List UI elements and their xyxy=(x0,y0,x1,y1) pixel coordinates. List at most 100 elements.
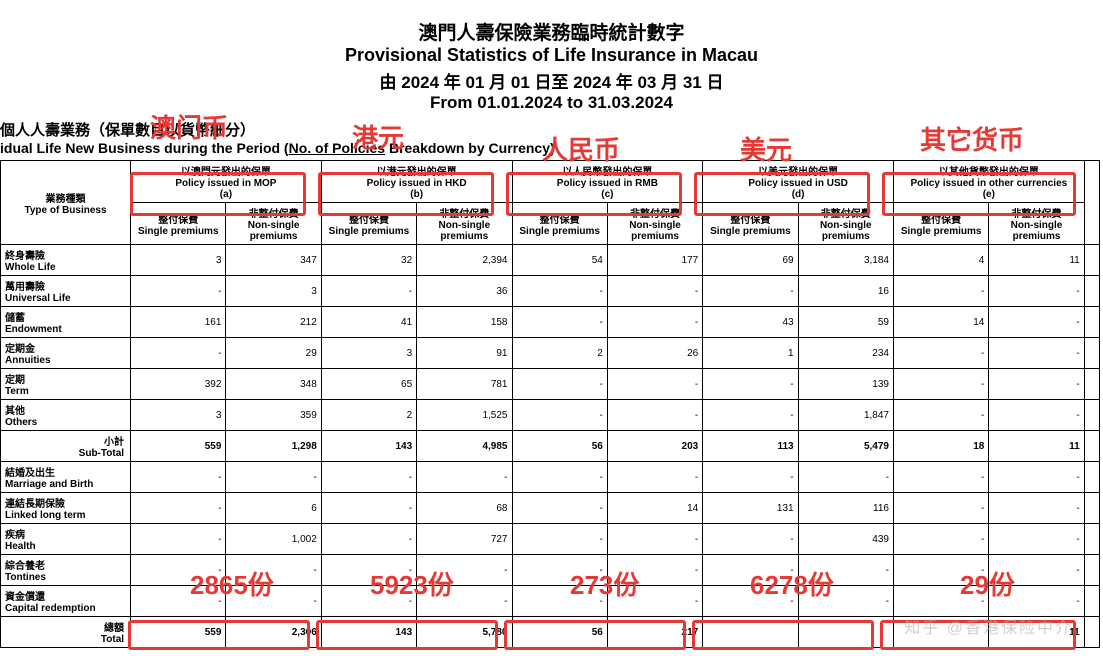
cell: - xyxy=(703,524,798,555)
cell: 41 xyxy=(321,307,416,338)
cell: - xyxy=(131,462,226,493)
cell: - xyxy=(512,400,607,431)
cell: 158 xyxy=(417,307,512,338)
box-mop-header xyxy=(130,172,306,216)
cell: - xyxy=(989,400,1084,431)
cell: - xyxy=(893,524,988,555)
cell: - xyxy=(131,524,226,555)
cell: 14 xyxy=(893,307,988,338)
cell: 113 xyxy=(703,431,798,462)
annot-oth: 其它货币 xyxy=(920,120,1024,157)
cell: - xyxy=(607,400,702,431)
table-row: 定期Term39234865781---139-- xyxy=(1,369,1100,400)
cell: - xyxy=(703,400,798,431)
cell: 3 xyxy=(226,276,321,307)
cell: 32 xyxy=(321,245,416,276)
cell: 347 xyxy=(226,245,321,276)
cell: - xyxy=(321,276,416,307)
cell: 727 xyxy=(417,524,512,555)
cell: - xyxy=(512,493,607,524)
annot-rmb: 人民币 xyxy=(542,130,620,167)
cell: 43 xyxy=(703,307,798,338)
cell: - xyxy=(607,524,702,555)
cell: - xyxy=(989,338,1084,369)
cell: - xyxy=(607,307,702,338)
cell: 139 xyxy=(798,369,893,400)
cell: 161 xyxy=(131,307,226,338)
cell: 36 xyxy=(417,276,512,307)
cell: 2,394 xyxy=(417,245,512,276)
cell: 3 xyxy=(321,338,416,369)
cell: - xyxy=(512,369,607,400)
cell: 439 xyxy=(798,524,893,555)
box-rmb-total xyxy=(504,620,686,650)
cell: - xyxy=(607,276,702,307)
cell: 392 xyxy=(131,369,226,400)
cell: - xyxy=(989,369,1084,400)
box-hkd-total xyxy=(316,620,498,650)
num-mop: 2865份 xyxy=(190,565,274,602)
cell: - xyxy=(989,462,1084,493)
table-row: 終身壽險Whole Life3347322,39454177693,184411 xyxy=(1,245,1100,276)
cell: 68 xyxy=(417,493,512,524)
cell: - xyxy=(607,462,702,493)
cell: - xyxy=(226,462,321,493)
box-mop-total xyxy=(128,620,310,650)
row-label: 定期金Annuities xyxy=(1,338,131,369)
num-hkd: 5923份 xyxy=(370,565,454,602)
cell: - xyxy=(989,493,1084,524)
cell: - xyxy=(131,276,226,307)
title-en: Provisional Statistics of Life Insurance… xyxy=(0,45,1103,66)
cell: 3 xyxy=(131,245,226,276)
cell: 143 xyxy=(321,431,416,462)
cell: - xyxy=(607,369,702,400)
box-hkd-header xyxy=(318,172,494,216)
cell: 18 xyxy=(893,431,988,462)
date-zh: 由 2024 年 01 月 01 日至 2024 年 03 月 31 日 xyxy=(0,68,1103,93)
cell: - xyxy=(893,462,988,493)
annot-usd: 美元 xyxy=(740,130,792,167)
table-row: 萬用壽險Universal Life-3-36---16-- xyxy=(1,276,1100,307)
row-label: 小計Sub-Total xyxy=(1,431,131,462)
box-rmb-header xyxy=(506,172,682,216)
watermark: 知乎 @香港保险中介 xyxy=(904,614,1073,638)
cell: 4 xyxy=(893,245,988,276)
cell: 54 xyxy=(512,245,607,276)
cell: 1,298 xyxy=(226,431,321,462)
cell: 6 xyxy=(226,493,321,524)
cell: 69 xyxy=(703,245,798,276)
cell: 359 xyxy=(226,400,321,431)
cell: 116 xyxy=(798,493,893,524)
box-usd-header xyxy=(694,172,870,216)
row-label: 資金償還Capital redemption xyxy=(1,586,131,617)
row-label: 疾病Health xyxy=(1,524,131,555)
cell: 781 xyxy=(417,369,512,400)
cell: 131 xyxy=(703,493,798,524)
cell: 1,002 xyxy=(226,524,321,555)
cell: 3,184 xyxy=(798,245,893,276)
row-label: 總額Total xyxy=(1,617,131,648)
cell: - xyxy=(893,493,988,524)
cell: - xyxy=(798,462,893,493)
title-block: 澳門人壽保險業務臨時統計數字 Provisional Statistics of… xyxy=(0,0,1103,113)
title-zh: 澳門人壽保險業務臨時統計數字 xyxy=(0,18,1103,45)
cell: 16 xyxy=(798,276,893,307)
cell: 29 xyxy=(226,338,321,369)
cell: 14 xyxy=(607,493,702,524)
cell: - xyxy=(321,493,416,524)
table-row: 結婚及出生Marriage and Birth---------- xyxy=(1,462,1100,493)
row-label: 定期Term xyxy=(1,369,131,400)
cell: - xyxy=(893,276,988,307)
table-row: 其他Others335921,525---1,847-- xyxy=(1,400,1100,431)
cell: 212 xyxy=(226,307,321,338)
table-row: 綜合養老Tontines---------- xyxy=(1,555,1100,586)
cell: 5,479 xyxy=(798,431,893,462)
cell: 11 xyxy=(989,431,1084,462)
cell: - xyxy=(321,524,416,555)
cell: 2 xyxy=(321,400,416,431)
cell: 4,985 xyxy=(417,431,512,462)
table-row: 疾病Health-1,002-727---439-- xyxy=(1,524,1100,555)
cell: - xyxy=(321,462,416,493)
cell: 234 xyxy=(798,338,893,369)
cell: 1,525 xyxy=(417,400,512,431)
